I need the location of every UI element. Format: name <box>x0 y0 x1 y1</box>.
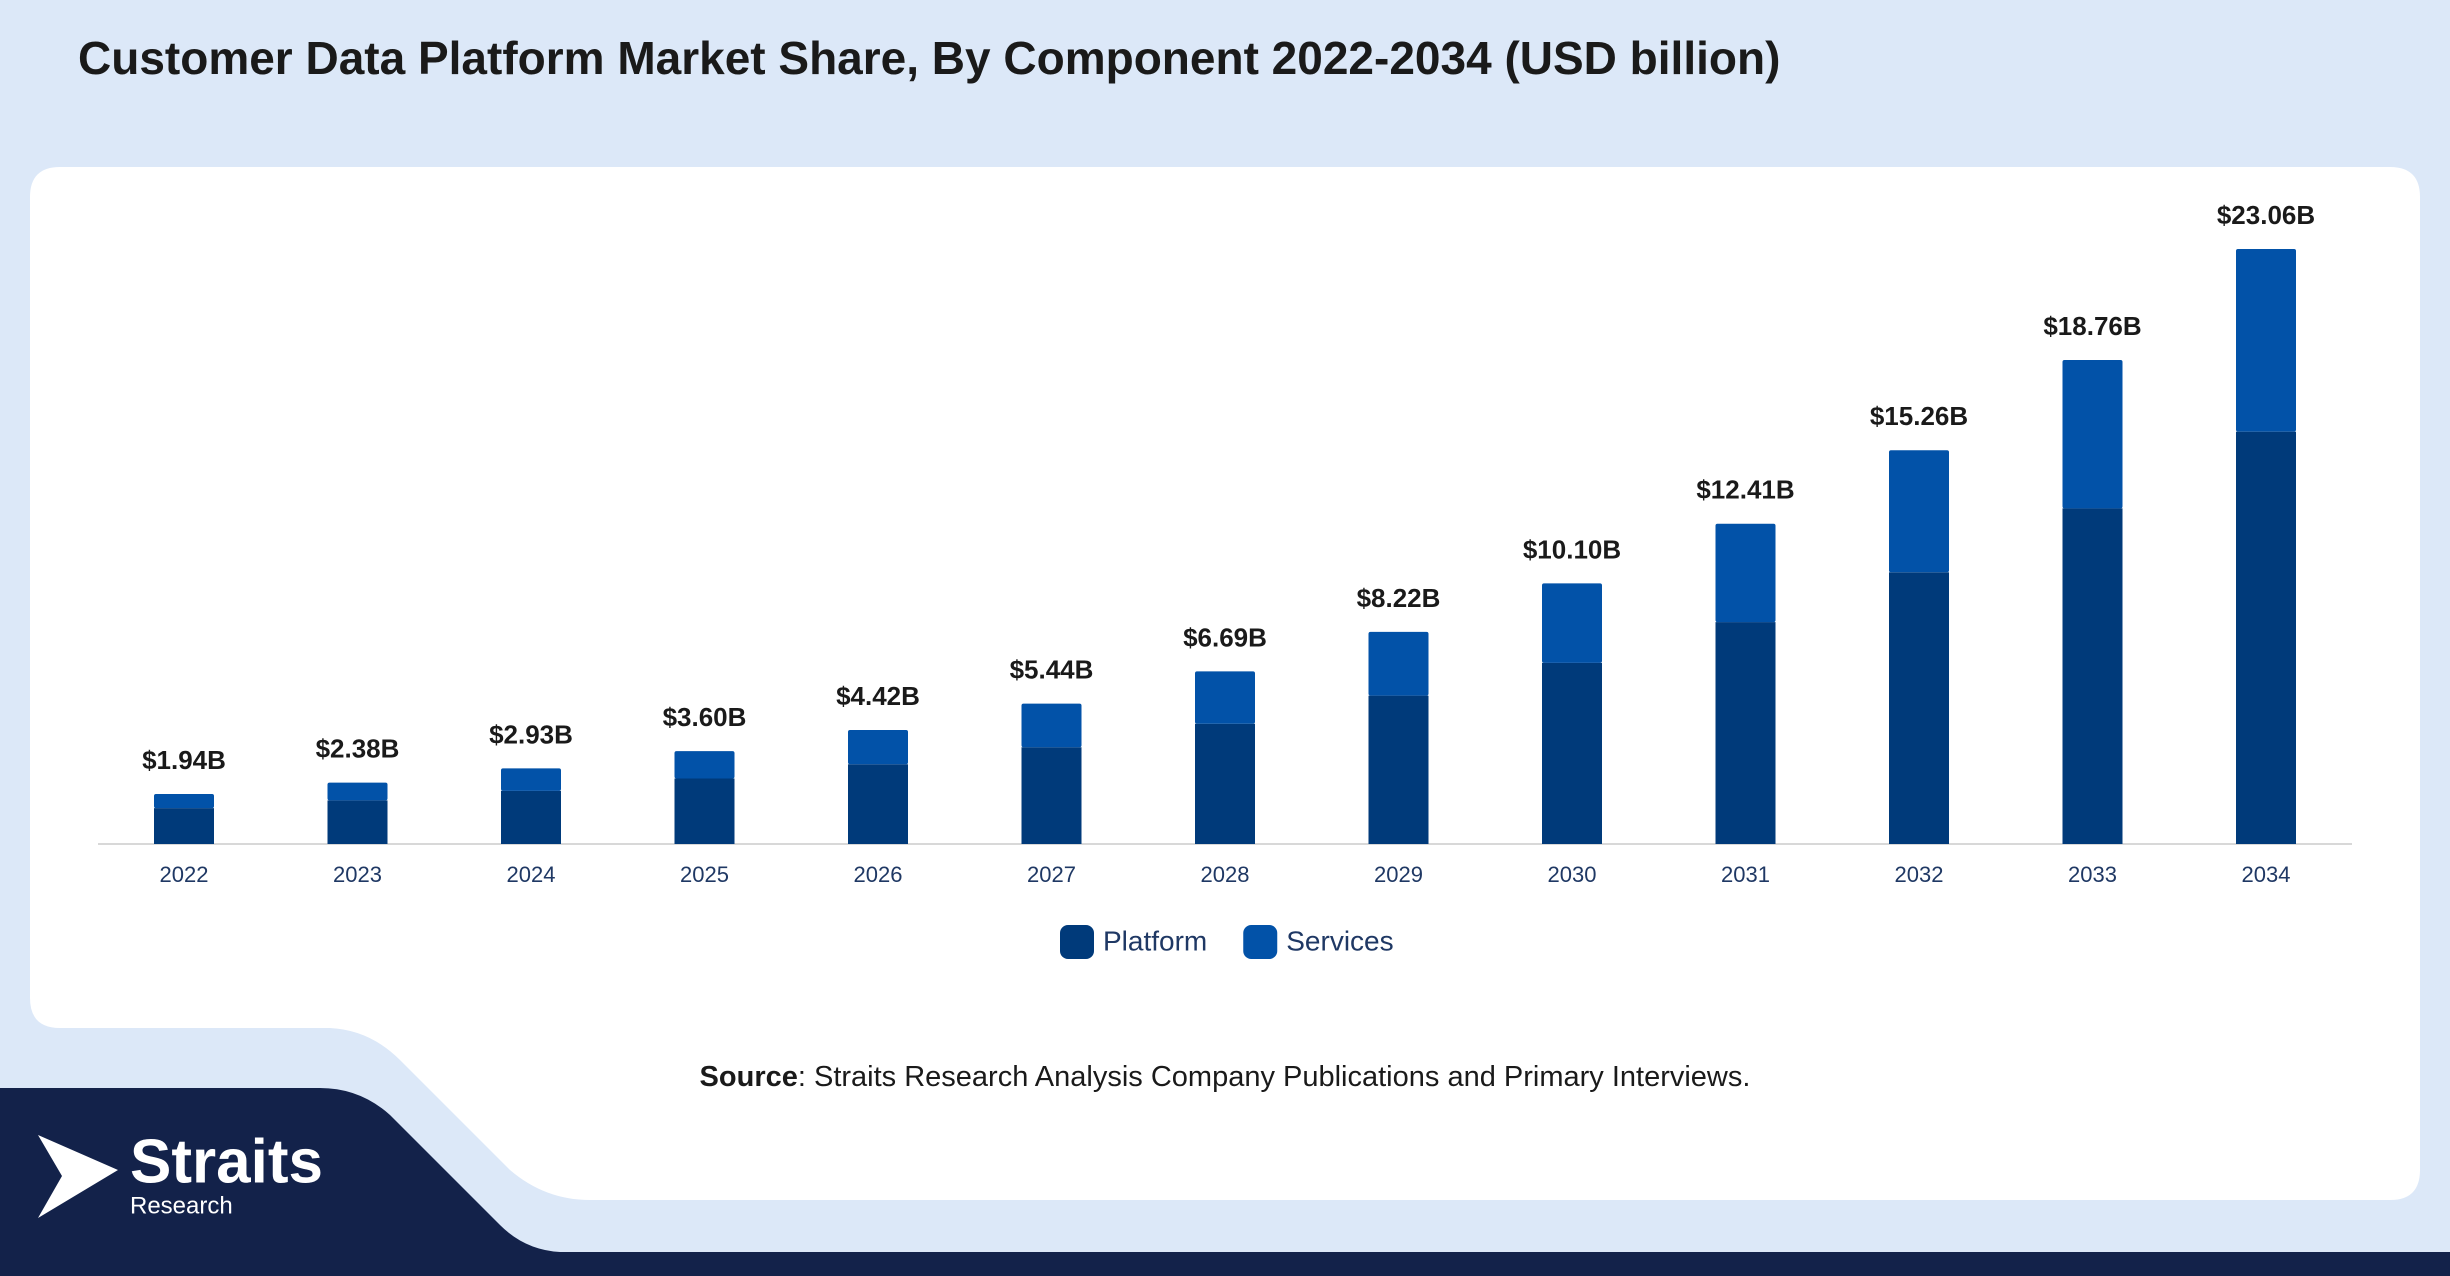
x-tick-label: 2022 <box>160 862 209 887</box>
x-tick-label: 2029 <box>1374 862 1423 887</box>
bar-segment <box>1195 671 1255 724</box>
chart-title: Customer Data Platform Market Share, By … <box>78 32 1780 84</box>
bar-segment <box>1889 572 1949 844</box>
total-label: $2.38B <box>316 733 400 763</box>
bar-segment <box>327 782 388 801</box>
x-tick-label: 2026 <box>854 862 903 887</box>
x-tick-label: 2030 <box>1548 862 1597 887</box>
total-label: $1.94B <box>142 745 226 775</box>
logo-name: Straits <box>130 1127 323 1196</box>
total-label: $18.76B <box>2043 311 2141 341</box>
bar-segment <box>848 764 908 844</box>
bar-segment <box>2236 431 2296 844</box>
bar-segment <box>1021 747 1082 844</box>
bar-segment <box>1715 622 1776 844</box>
bar-segment <box>848 729 908 765</box>
legend-label: Platform <box>1103 925 1207 956</box>
total-label: $23.06B <box>2217 200 2315 230</box>
legend-label: Services <box>1286 925 1393 956</box>
x-tick-label: 2032 <box>1895 862 1944 887</box>
x-tick-label: 2028 <box>1201 862 1250 887</box>
x-tick-label: 2027 <box>1027 862 1076 887</box>
x-tick-label: 2031 <box>1721 862 1770 887</box>
total-label: $3.60B <box>663 702 747 732</box>
bar-segment <box>154 808 214 844</box>
x-tick-label: 2024 <box>507 862 556 887</box>
total-label: $8.22B <box>1357 583 1441 613</box>
legend-swatch <box>1060 925 1094 959</box>
logo-subtitle: Research <box>130 1192 233 1219</box>
bar-segment <box>1542 662 1602 844</box>
bar-segment <box>501 790 561 844</box>
source: Source: Straits Research Analysis Compan… <box>700 1061 1751 1093</box>
bar-segment <box>501 768 561 791</box>
bar-segment <box>1889 450 1949 573</box>
x-tick-label: 2033 <box>2068 862 2117 887</box>
total-label: $15.26B <box>1870 401 1968 431</box>
bar-segment <box>2062 508 2123 844</box>
bar-segment <box>1021 703 1082 748</box>
bar-segment <box>674 751 735 779</box>
bar-segment <box>674 778 735 844</box>
source-text: : Straits Research Analysis Company Publ… <box>798 1061 1751 1093</box>
x-tick-label: 2034 <box>2242 862 2291 887</box>
bar-segment <box>2062 359 2123 509</box>
legend-swatch <box>1243 925 1278 959</box>
bar-segment <box>2236 249 2296 432</box>
bar-segment <box>1715 523 1776 623</box>
bar-segment <box>1368 695 1429 844</box>
bar-segment <box>1195 723 1255 844</box>
total-label: $10.10B <box>1523 534 1621 564</box>
total-label: $2.93B <box>489 719 573 749</box>
bar-segment <box>1542 583 1602 663</box>
total-label: $4.42B <box>836 681 920 711</box>
bar-segment <box>154 793 214 809</box>
x-tick-label: 2025 <box>680 862 729 887</box>
bar-segment <box>1368 631 1429 696</box>
bar-segment <box>327 800 388 844</box>
total-label: $12.41B <box>1696 475 1794 505</box>
total-label: $6.69B <box>1183 622 1267 652</box>
footer-band <box>0 1088 2450 1276</box>
total-label: $5.44B <box>1010 655 1094 685</box>
x-tick-label: 2023 <box>333 862 382 887</box>
source-label: Source <box>700 1061 798 1093</box>
logo-icon <box>38 1135 118 1218</box>
